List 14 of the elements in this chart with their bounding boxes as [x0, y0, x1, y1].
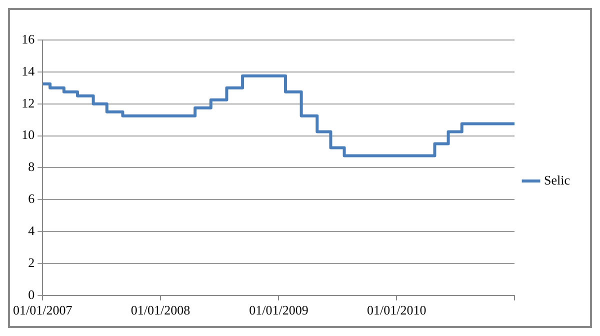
y-tick-label: 4: [28, 222, 36, 238]
x-tick-label: 01/01/2010: [366, 302, 426, 318]
y-tick-label: 14: [22, 63, 36, 78]
x-tick-label: 01/01/2009: [249, 302, 308, 318]
x-tick-label: 01/01/2008: [130, 302, 190, 318]
x-tick-label: 01/01/2007: [12, 302, 73, 318]
y-tick-label: 12: [22, 95, 35, 110]
y-tick-label: 2: [28, 254, 35, 270]
y-tick-label: 8: [28, 159, 35, 174]
legend-label: Selic: [544, 172, 570, 188]
y-tick-label: 10: [22, 127, 35, 142]
y-tick-label: 6: [28, 191, 36, 206]
y-tick-label: 0: [28, 286, 35, 302]
y-tick-label: 16: [22, 31, 36, 46]
